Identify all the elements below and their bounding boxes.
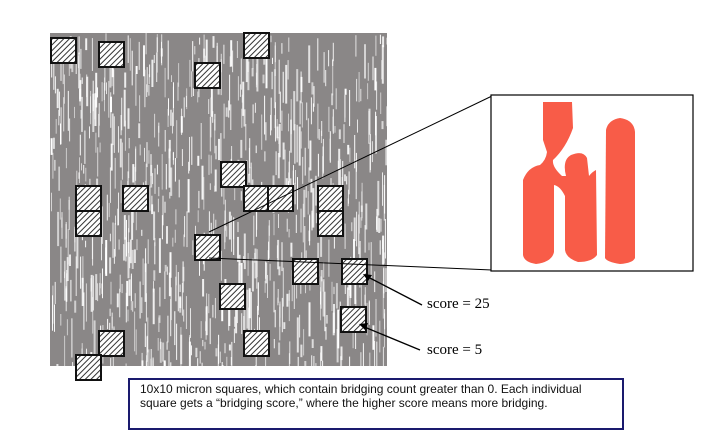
pointer-arrowhead (359, 323, 368, 330)
bridging-square (98, 41, 125, 68)
bridging-square (122, 185, 149, 212)
bridging-square (243, 185, 270, 212)
bridging-square (75, 210, 102, 237)
zoom-inset (490, 94, 694, 272)
score-pointer-line (365, 275, 423, 306)
score-squares (50, 32, 368, 381)
bridging-square (194, 234, 221, 261)
bridging-square (194, 62, 221, 89)
caption-text: 10x10 micron squares, which contain brid… (140, 382, 582, 410)
bridging-square (75, 185, 102, 212)
bridging-square (317, 185, 344, 212)
conductor-shape (605, 118, 635, 264)
bridging-square (219, 283, 246, 310)
zoom-connector-line (208, 95, 493, 233)
caption-box: 10x10 micron squares, which contain brid… (128, 378, 624, 430)
score-pointer-line (361, 325, 421, 351)
score-label-25: score = 25 (427, 296, 490, 312)
bridging-square (341, 258, 368, 285)
bridging-square (267, 185, 294, 212)
bridging-square (220, 161, 247, 188)
bridging-square (292, 258, 319, 285)
zoom-connector-line (208, 257, 493, 271)
bridging-shape (523, 102, 597, 264)
bridging-square (317, 210, 344, 237)
score-label-5: score = 5 (427, 342, 482, 358)
pointer-arrowhead (363, 274, 372, 281)
bridging-square (50, 37, 77, 64)
bridging-square (243, 330, 270, 357)
bridging-square (98, 330, 125, 357)
bridging-square (340, 306, 367, 333)
bridging-square (75, 354, 102, 381)
bridging-square (243, 32, 270, 59)
